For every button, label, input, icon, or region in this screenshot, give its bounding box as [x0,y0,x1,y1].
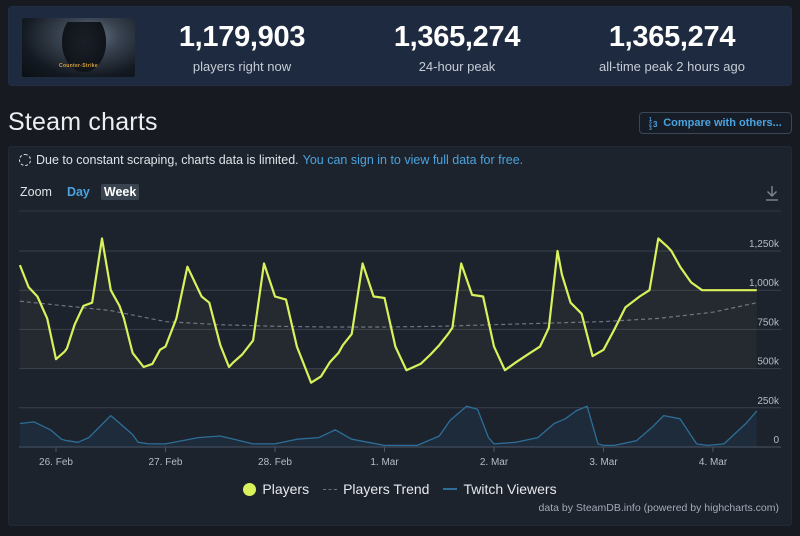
stat-all-time-peak: 1,365,274 all-time peak 2 hours ago [572,19,772,75]
sign-in-link[interactable]: You can sign in to view full data for fr… [302,153,524,167]
page-title: Steam charts [8,108,158,136]
twitch-line-icon [443,488,458,490]
svg-text:3: 3 [649,126,652,130]
all-time-peak-value: 1,365,274 [608,21,736,53]
game-logo: Counter-Strike [59,63,98,69]
x-tick-label: 1. Mar [370,457,399,468]
x-tick-label: 28. Feb [258,457,292,468]
notice-text: Due to constant scraping, charts data is… [36,153,299,167]
legend-trend-label: Players Trend [343,481,430,497]
loading-circle-icon [19,154,31,166]
chart-legend: Players Players Trend Twitch Viewers [9,481,791,497]
chart-credits[interactable]: data by SteamDB.info (powered by highcha… [538,502,779,514]
svg-text:2: 2 [649,122,652,128]
zoom-day-button[interactable]: Day [66,185,90,199]
zoom-label: Zoom [20,185,52,199]
x-tick-label: 2. Mar [480,457,509,468]
stats-bar: Counter-Strike 1,179,903 players right n… [8,6,792,86]
players-now-value: 1,179,903 [178,21,306,53]
x-tick-label: 27. Feb [149,457,183,468]
y-tick-label: 1,250k [749,239,780,250]
all-time-peak-label: all-time peak 2 hours ago [599,59,745,74]
legend-item-trend[interactable]: Players Trend [323,481,429,497]
legend-twitch-label: Twitch Viewers [463,481,557,497]
zoom-controls: Zoom Day Week [20,184,147,200]
players-dot-icon [243,482,257,496]
soldier-silhouette-icon [62,22,106,72]
legend-item-twitch[interactable]: Twitch Viewers [443,481,557,497]
download-icon[interactable] [765,185,779,201]
legend-players-label: Players [262,481,310,497]
compare-button-label: Compare with others... [663,117,782,129]
svg-text:1: 1 [649,117,652,123]
players-now-label: players right now [192,59,292,74]
players-area [19,238,757,383]
y-tick-label: 0 [773,435,779,446]
legend-item-players[interactable]: Players [243,481,309,497]
stat-players-now: 1,179,903 players right now [142,19,342,75]
y-tick-label: 250k [757,396,780,407]
trend-dash-icon [323,488,338,490]
twitch-area [19,406,757,447]
zoom-week-button[interactable]: Week [100,184,140,200]
chart-panel: Due to constant scraping, charts data is… [8,146,792,526]
players-line[interactable] [18,237,757,384]
peak-24h-label: 24-hour peak [418,59,496,74]
y-tick-label: 500k [757,357,780,368]
y-tick-label: 1,000k [749,278,780,289]
players-chart[interactable]: 0 250k 500k 750k 1,000k 1,250k 26. Feb 27. Feb 2… [9,147,793,477]
peak-24h-value: 1,365,274 [393,21,521,53]
y-tick-label: 750k [757,317,780,328]
x-tick-label: 26. Feb [39,457,73,468]
x-tick-label: 3. Mar [589,457,618,468]
game-thumbnail[interactable]: Counter-Strike [22,18,135,77]
data-limited-notice: Due to constant scraping, charts data is… [19,153,523,167]
stat-24h-peak: 1,365,274 24-hour peak [357,19,557,75]
x-tick-label: 4. Mar [699,457,728,468]
svg-text:3: 3 [653,120,658,129]
twitch-viewers-line[interactable] [19,405,758,447]
